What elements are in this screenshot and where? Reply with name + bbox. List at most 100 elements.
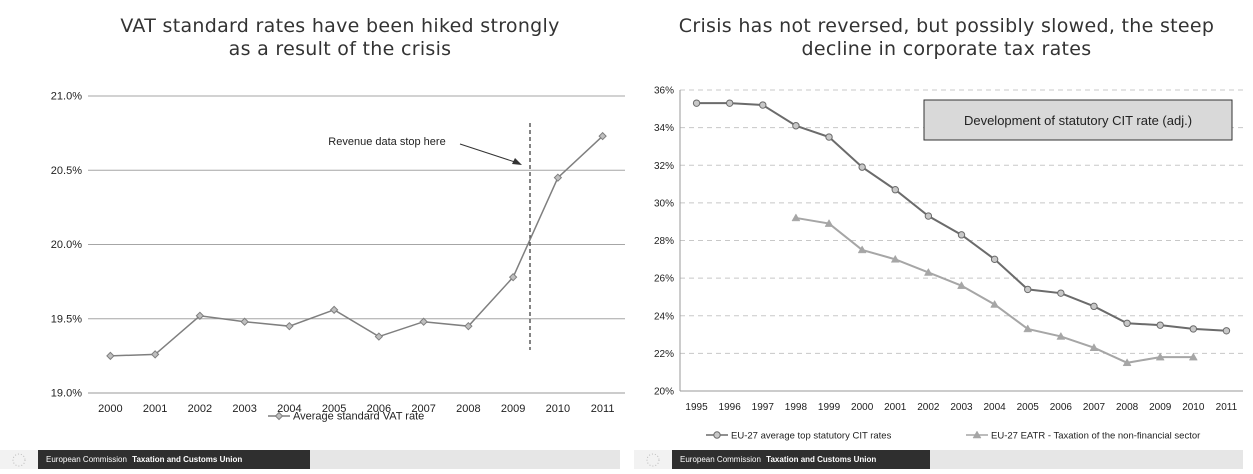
left-legend: Average standard VAT rate: [268, 411, 424, 423]
left-footer-bar: European Commission Taxation and Customs…: [38, 450, 310, 469]
cit-development-box: Development of statutory CIT rate (adj.): [923, 99, 1233, 141]
vat-rate-line-chart: 19.0%19.5%20.0%20.5%21.0% 2000 2001 2002 20…: [51, 91, 625, 423]
eu-emblem-icon: [0, 450, 38, 469]
data-point: [759, 101, 767, 109]
data-point: [890, 254, 900, 263]
x-tick-label: 2009: [1149, 402, 1172, 413]
right-footer-org: European Commission: [680, 455, 761, 464]
x-tick-label: 2010: [546, 403, 570, 415]
left-footer-spacer: [310, 450, 620, 469]
y-tick-label: 20.0%: [51, 239, 82, 251]
left-series: [106, 131, 607, 361]
data-point: [1123, 319, 1131, 327]
y-tick-label: 20.5%: [51, 165, 82, 177]
y-tick-label: 34%: [654, 123, 674, 134]
x-tick-label: 2003: [232, 403, 256, 415]
data-point: [825, 133, 833, 141]
data-point: [990, 299, 1000, 308]
y-tick-label: 24%: [654, 311, 674, 322]
annotation-arrow-head: [512, 158, 522, 165]
y-tick-label: 21.0%: [51, 91, 82, 103]
data-point: [1189, 325, 1198, 333]
left-y-tick-labels: 19.0% 19.5% 20.0% 20.5% 21.0%: [51, 91, 82, 400]
right-x-tick-labels: 1995 1996 1997 1998 1999 2000 2001 2002 2003 2004…: [685, 402, 1237, 413]
data-point: [240, 317, 249, 326]
x-tick-label: 2002: [917, 402, 940, 413]
x-tick-label: 2001: [143, 403, 167, 415]
data-point: [1188, 352, 1198, 361]
data-point: [329, 305, 339, 315]
y-tick-label: 36%: [654, 86, 674, 97]
data-point: [1057, 289, 1065, 297]
legend-label: EU-27 EATR - Taxation of the non-financi…: [991, 431, 1200, 442]
legend-label: Average standard VAT rate: [293, 411, 424, 423]
x-tick-label: 2011: [1216, 402, 1238, 413]
left-title-line-2: as a result of the crisis: [228, 38, 452, 60]
left-title-line-1: VAT standard rates have been hiked stron…: [120, 15, 560, 37]
x-tick-label: 1997: [752, 402, 775, 413]
series-line-1: [795, 216, 1194, 364]
data-point: [419, 317, 428, 326]
y-tick-label: 22%: [654, 349, 674, 360]
legend-label: EU-27 average top statutory CIT rates: [731, 431, 892, 442]
x-tick-label: 2004: [277, 403, 301, 415]
x-tick-label: 1998: [785, 402, 808, 413]
right-series: [692, 99, 1231, 367]
x-tick-label: 2006: [1050, 402, 1073, 413]
data-point: [1122, 358, 1132, 367]
data-point: [824, 219, 834, 227]
x-tick-label: 2009: [501, 403, 525, 415]
x-tick-label: 1996: [719, 402, 742, 413]
y-tick-label: 30%: [654, 198, 674, 209]
data-point: [792, 122, 800, 130]
legend-marker: [274, 411, 284, 421]
left-chart-title: VAT standard rates have been hiked stron…: [40, 15, 640, 61]
data-point: [858, 163, 866, 171]
y-tick-label: 32%: [654, 161, 674, 172]
data-point: [1156, 321, 1164, 329]
x-tick-label: 2003: [950, 402, 973, 413]
left-footer-org: European Commission: [46, 455, 127, 464]
data-point: [1056, 331, 1066, 340]
data-point: [891, 186, 899, 194]
x-tick-label: 1999: [818, 402, 841, 413]
x-tick-label: 1995: [685, 402, 708, 413]
revenue-cutoff-annotation: Revenue data stop here: [328, 136, 445, 148]
data-point: [1155, 352, 1165, 361]
data-point: [725, 99, 734, 107]
data-point: [857, 245, 867, 254]
right-footer-spacer: [930, 450, 1243, 469]
data-point: [374, 332, 384, 341]
series-line-0: [110, 135, 604, 357]
cit-development-box-label: Development of statutory CIT rate (adj.): [964, 113, 1192, 128]
x-tick-label: 2006: [367, 403, 391, 415]
x-tick-label: 2002: [188, 403, 212, 415]
annotation-arrow-line: [459, 143, 519, 164]
y-tick-label: 20%: [654, 387, 674, 398]
right-y-tick-labels: 20% 22% 24% 26% 28% 30% 32% 34% 36%: [654, 86, 674, 398]
x-tick-label: 2000: [98, 403, 122, 415]
data-point: [195, 311, 205, 320]
x-tick-label: 2001: [884, 402, 907, 413]
eu-emblem-icon-right: [634, 450, 672, 469]
cit-rate-line-chart: 20% 22% 24% 26% 28% 30% 32% 34% 36% 1995 1996 1997…: [654, 86, 1243, 442]
data-point: [150, 350, 160, 359]
data-point: [553, 173, 563, 182]
right-chart-title: Crisis has not reversed, but possibly sl…: [640, 15, 1253, 61]
data-point: [598, 131, 607, 141]
data-point: [791, 213, 801, 222]
y-tick-label: 19.5%: [51, 313, 82, 325]
data-point: [957, 281, 966, 289]
x-tick-label: 2011: [591, 403, 615, 415]
left-x-tick-labels: 2000 2001 2002 2003 2004 2005 2006 2007 2008 2009…: [98, 403, 614, 415]
data-point: [1024, 285, 1032, 294]
right-title-line-2: decline in corporate tax rates: [801, 38, 1092, 60]
data-point: [924, 212, 933, 220]
x-tick-label: 2008: [456, 403, 480, 415]
x-tick-label: 2005: [1017, 402, 1040, 413]
data-point: [990, 255, 999, 264]
right-footer-bar: European Commission Taxation and Customs…: [672, 450, 930, 469]
legend-marker: [713, 431, 721, 439]
right-footer-unit: Taxation and Customs Union: [766, 455, 877, 464]
data-point: [285, 321, 294, 331]
